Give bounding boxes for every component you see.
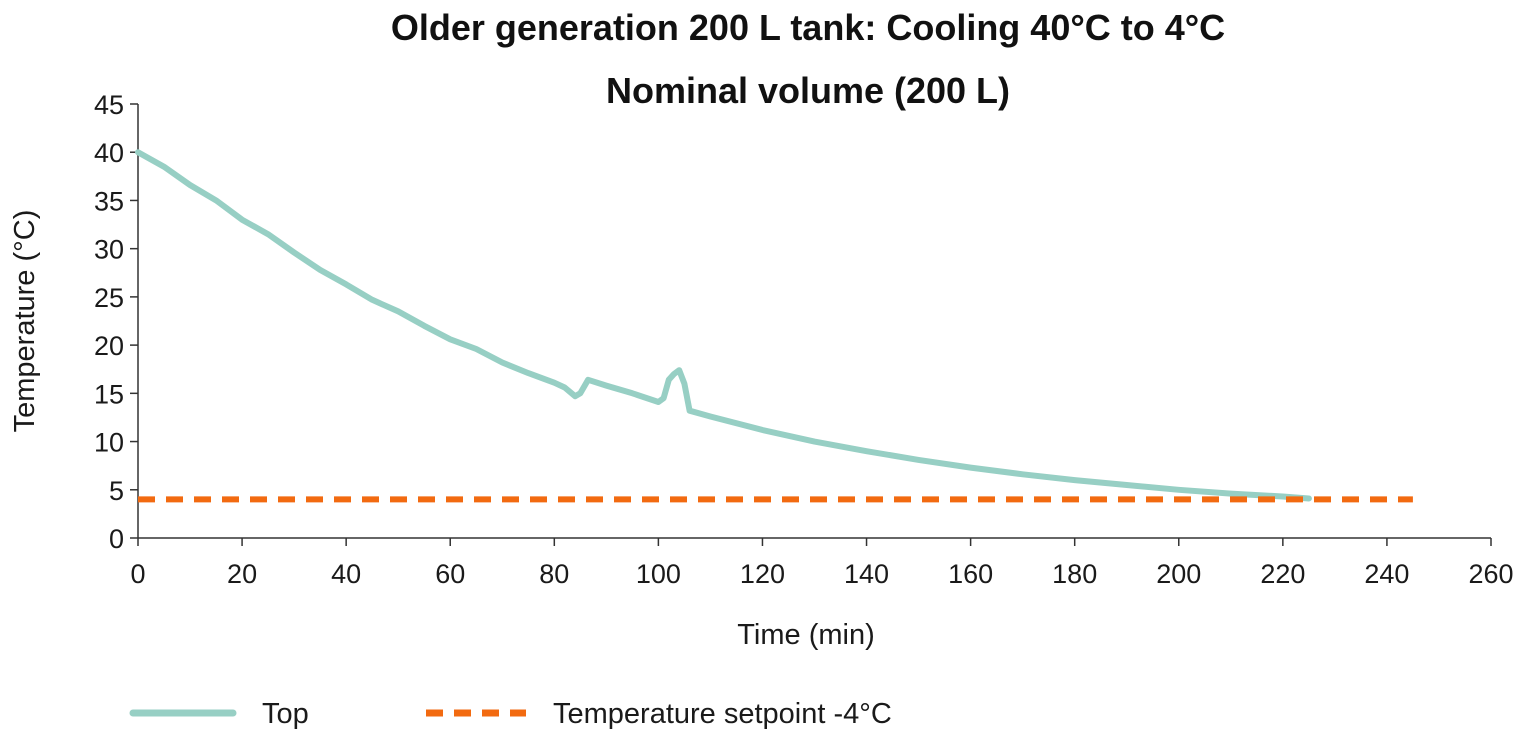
x-tick-label: 100 [636,559,681,589]
x-tick-label: 0 [130,559,145,589]
x-tick-label: 260 [1468,559,1513,589]
y-tick-label: 5 [109,476,124,506]
x-tick-label: 20 [227,559,257,589]
legend: Top Temperature setpoint -4°C [129,698,892,730]
x-tick-label: 40 [331,559,361,589]
x-tick-label: 200 [1156,559,1201,589]
y-tick-label: 15 [94,379,124,409]
legend-label-top: Top [262,698,309,730]
x-tick-label: 220 [1260,559,1305,589]
y-tick-label: 10 [94,428,124,458]
y-tick-label: 20 [94,331,124,361]
chart-subtitle: Nominal volume (200 L) [606,70,1010,111]
x-tick-label: 180 [1052,559,1097,589]
series-line-top [135,149,1312,502]
x-tick-label: 160 [948,559,993,589]
y-tick-label: 25 [94,283,124,313]
legend-label-setpoint: Temperature setpoint -4°C [553,698,892,730]
x-axis-label: Time (min) [737,619,874,651]
x-tick-label: 140 [844,559,889,589]
chart-title: Older generation 200 L tank: Cooling 40°… [391,7,1225,48]
x-tick-label: 60 [435,559,465,589]
y-tick-label: 35 [94,186,124,216]
y-tick-label: 0 [109,524,124,554]
y-tick-label: 45 [94,90,124,120]
y-tick-label: 30 [94,235,124,265]
x-tick-label: 80 [539,559,569,589]
x-tick-label: 120 [740,559,785,589]
x-tick-label: 240 [1364,559,1409,589]
y-tick-label: 40 [94,138,124,168]
y-axis-label: Temperature (°C) [9,210,41,433]
